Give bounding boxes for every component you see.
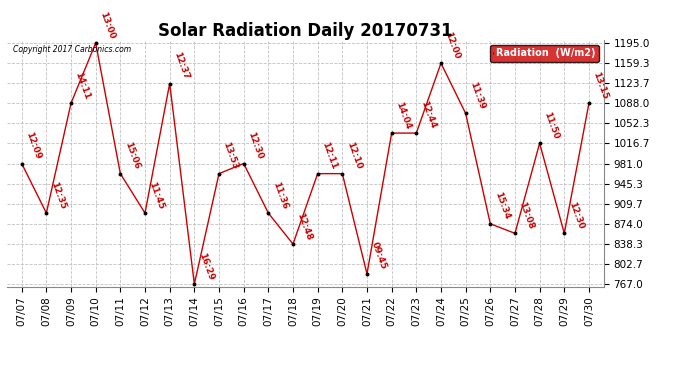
Text: 16:29: 16:29 (197, 251, 215, 281)
Text: 13:08: 13:08 (518, 201, 535, 231)
Text: 11:45: 11:45 (148, 180, 166, 210)
Point (584, 100, 595, 106)
Text: 12:30: 12:30 (566, 201, 585, 231)
Text: 12:10: 12:10 (345, 141, 363, 171)
Point (362, 271, 373, 277)
Text: 11:39: 11:39 (468, 81, 486, 111)
Point (66, 100, 77, 106)
Text: 12:09: 12:09 (24, 131, 42, 160)
Point (288, 241, 299, 247)
Text: 15:34: 15:34 (493, 191, 511, 221)
Point (312, 171, 323, 177)
Text: 13:15: 13:15 (591, 70, 610, 100)
Point (509, 230, 520, 236)
Point (189, 281, 200, 287)
Point (213, 171, 224, 177)
Point (411, 130, 422, 136)
Point (90, 40, 101, 46)
Point (139, 210, 150, 216)
Text: 12:37: 12:37 (172, 51, 190, 81)
Text: 12:11: 12:11 (320, 141, 338, 171)
Point (41, 210, 52, 216)
Text: 09:45: 09:45 (369, 241, 388, 271)
Text: Copyright 2017 Carbonics.com: Copyright 2017 Carbonics.com (13, 45, 131, 54)
Text: 14:11: 14:11 (74, 70, 92, 100)
Point (238, 160, 249, 166)
Point (534, 140, 545, 146)
Point (386, 130, 397, 136)
Text: 15:06: 15:06 (123, 141, 141, 171)
Text: 11:50: 11:50 (542, 111, 560, 140)
Text: 12:44: 12:44 (419, 100, 437, 130)
Title: Solar Radiation Daily 20170731: Solar Radiation Daily 20170731 (158, 22, 453, 40)
Point (115, 171, 126, 177)
Point (559, 230, 570, 236)
Point (485, 221, 496, 227)
Text: 13:53: 13:53 (221, 141, 239, 171)
Text: 12:30: 12:30 (246, 131, 264, 160)
Text: 12:48: 12:48 (295, 211, 314, 241)
Text: 14:04: 14:04 (394, 100, 413, 130)
Text: 11:36: 11:36 (270, 180, 289, 210)
Text: 12:00: 12:00 (444, 31, 462, 60)
Legend: Radiation  (W/m2): Radiation (W/m2) (490, 45, 599, 62)
Point (263, 210, 274, 216)
Text: 12:35: 12:35 (49, 180, 67, 210)
Point (435, 60, 446, 66)
Point (460, 110, 471, 116)
Text: 13:00: 13:00 (98, 10, 117, 40)
Point (337, 171, 348, 177)
Point (164, 81, 175, 87)
Point (16, 160, 27, 166)
